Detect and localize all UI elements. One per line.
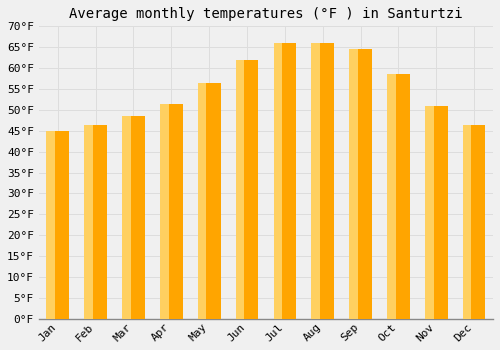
Bar	[236, 60, 258, 319]
Bar	[349, 49, 372, 319]
Bar	[274, 43, 282, 319]
Bar	[463, 125, 485, 319]
Bar	[198, 83, 206, 319]
Bar	[425, 106, 434, 319]
Bar	[387, 74, 396, 319]
Bar	[312, 43, 320, 319]
Bar	[46, 131, 69, 319]
Bar	[312, 43, 334, 319]
Bar	[122, 116, 130, 319]
Bar	[84, 125, 107, 319]
Bar	[236, 60, 244, 319]
Bar	[46, 131, 55, 319]
Title: Average monthly temperatures (°F ) in Santurtzi: Average monthly temperatures (°F ) in Sa…	[69, 7, 462, 21]
Bar	[122, 116, 145, 319]
Bar	[387, 74, 410, 319]
Bar	[463, 125, 471, 319]
Bar	[425, 106, 448, 319]
Bar	[274, 43, 296, 319]
Bar	[349, 49, 358, 319]
Bar	[160, 104, 182, 319]
Bar	[160, 104, 168, 319]
Bar	[84, 125, 93, 319]
Bar	[198, 83, 220, 319]
